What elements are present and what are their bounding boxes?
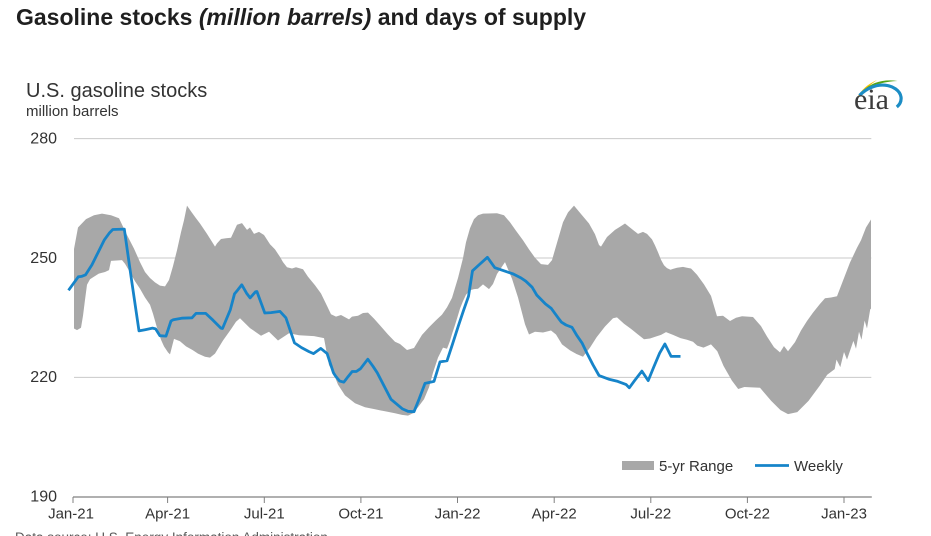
svg-text:Apr-22: Apr-22 (532, 506, 577, 523)
svg-text:280: 280 (30, 130, 57, 147)
svg-text:250: 250 (30, 250, 57, 267)
svg-text:Weekly: Weekly (794, 458, 843, 475)
svg-text:eia: eia (854, 83, 889, 116)
svg-text:Oct-21: Oct-21 (338, 506, 383, 523)
svg-text:220: 220 (30, 369, 57, 386)
svg-text:5-yr Range: 5-yr Range (659, 458, 733, 475)
svg-text:Jul-21: Jul-21 (244, 506, 285, 523)
svg-text:Jan-21: Jan-21 (48, 506, 94, 523)
svg-text:Jan-22: Jan-22 (435, 506, 481, 523)
svg-text:Jul-22: Jul-22 (630, 506, 671, 523)
svg-text:190: 190 (30, 489, 57, 506)
svg-text:Oct-22: Oct-22 (725, 506, 770, 523)
svg-text:Apr-21: Apr-21 (145, 506, 190, 523)
svg-text:Jan-23: Jan-23 (821, 506, 867, 523)
